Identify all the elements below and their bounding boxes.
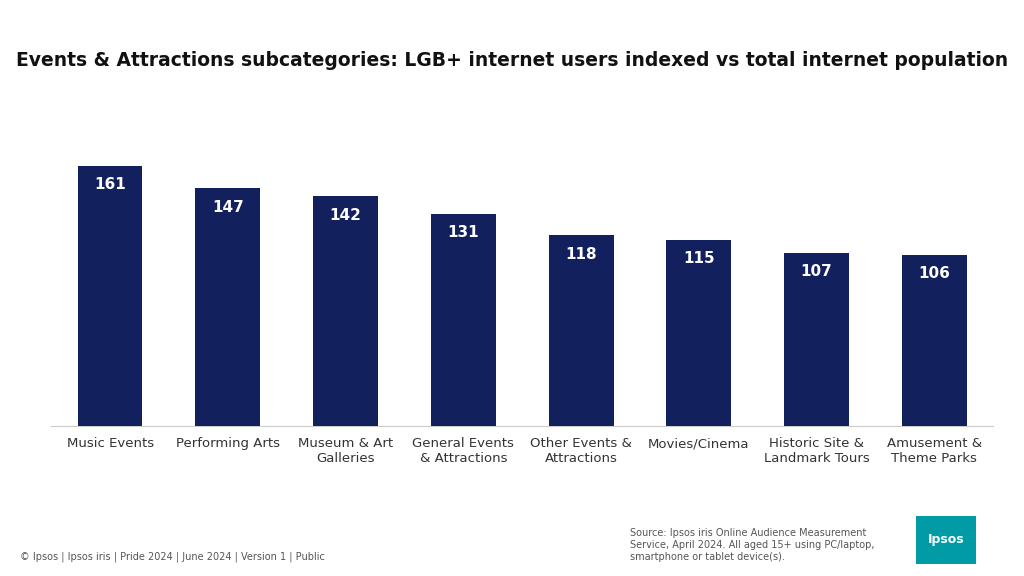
Bar — [549, 235, 613, 426]
Text: 131: 131 — [447, 225, 479, 241]
Bar — [196, 188, 260, 426]
Text: 107: 107 — [801, 264, 833, 279]
Text: 142: 142 — [330, 208, 361, 223]
Text: 106: 106 — [919, 266, 950, 281]
Text: © Ipsos | Ipsos iris | Pride 2024 | June 2024 | Version 1 | Public: © Ipsos | Ipsos iris | Pride 2024 | June… — [20, 551, 326, 562]
Bar — [431, 214, 496, 426]
Text: 161: 161 — [94, 177, 126, 192]
Bar — [902, 255, 967, 426]
Text: Source: Ipsos iris Online Audience Measurement
Service, April 2024. All aged 15+: Source: Ipsos iris Online Audience Measu… — [630, 528, 874, 562]
Text: Ipsos: Ipsos — [928, 533, 965, 547]
Text: 115: 115 — [683, 251, 715, 266]
Text: Events & Attractions subcategories: LGB+ internet users indexed vs total interne: Events & Attractions subcategories: LGB+… — [16, 51, 1008, 70]
Bar — [78, 165, 142, 426]
Bar — [313, 196, 378, 426]
Text: 118: 118 — [565, 247, 597, 262]
Bar — [667, 240, 731, 426]
Text: 147: 147 — [212, 199, 244, 215]
Bar — [784, 253, 849, 426]
